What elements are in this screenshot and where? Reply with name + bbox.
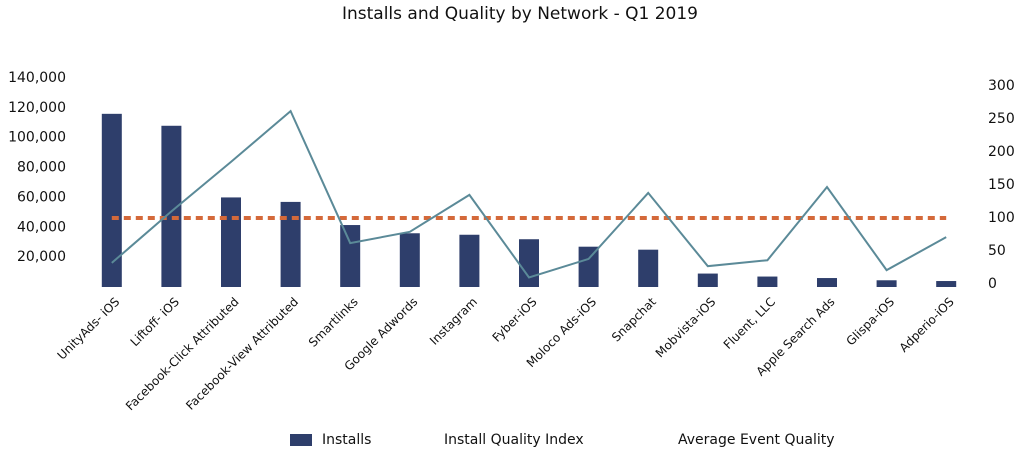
y-tick-label: 140,000	[8, 70, 66, 86]
bar	[459, 234, 480, 287]
y-tick-label: 60,000	[17, 189, 66, 205]
bar	[161, 125, 182, 288]
y2-tick-label: 200	[988, 144, 1015, 160]
y2-tick-label: 0	[988, 276, 997, 292]
line-series	[111, 109, 947, 279]
bar	[578, 246, 599, 287]
x-tick-label: Adperio-iOS	[897, 295, 957, 355]
y2-tick-label: 100	[988, 210, 1015, 226]
x-tick-label: Fyber-iOS	[490, 295, 540, 345]
bar	[519, 239, 539, 287]
bar	[817, 278, 837, 287]
bar	[399, 233, 420, 287]
bar	[101, 113, 122, 287]
bar	[221, 197, 241, 287]
legend-swatch	[290, 434, 312, 446]
y2-tick-label: 50	[988, 243, 1006, 259]
x-tick-label: UnityAds- iOS	[55, 295, 123, 363]
x-tick-label: Fluent, LLC	[721, 295, 778, 352]
y-tick-label: 100,000	[8, 130, 66, 146]
y-tick-label: 20,000	[17, 249, 66, 265]
bar	[280, 201, 301, 287]
x-tick-label: Snapchat	[609, 294, 659, 344]
bar	[936, 281, 957, 287]
bar	[757, 276, 778, 287]
bar	[876, 280, 897, 287]
y-tick-label: 80,000	[17, 160, 66, 176]
y2-tick-label: 250	[988, 111, 1015, 127]
bar	[340, 225, 361, 287]
y2-tick-label: 300	[988, 78, 1015, 94]
chart-title: Installs and Quality by Network - Q1 201…	[342, 4, 698, 24]
x-tick-label: Mobvista-iOS	[653, 295, 719, 361]
y2-tick-label: 150	[988, 177, 1015, 193]
x-tick-label: Facebook-View Attributed	[183, 295, 301, 413]
x-tick-label: Instagram	[427, 295, 480, 348]
bar	[697, 273, 718, 287]
legend-label: Installs	[322, 432, 371, 448]
y-tick-label: 120,000	[8, 100, 66, 116]
y-tick-label: 40,000	[17, 219, 66, 235]
x-tick-label: Liftoff- iOS	[128, 295, 182, 349]
bar	[638, 249, 659, 287]
x-tick-label: Facebook-Click Attributed	[123, 295, 242, 414]
legend-label: Average Event Quality	[678, 432, 835, 448]
x-tick-label: Smartlinks	[306, 295, 361, 350]
x-tick-label: Glispa-iOS	[844, 295, 898, 349]
legend-label: Install Quality Index	[444, 432, 584, 448]
